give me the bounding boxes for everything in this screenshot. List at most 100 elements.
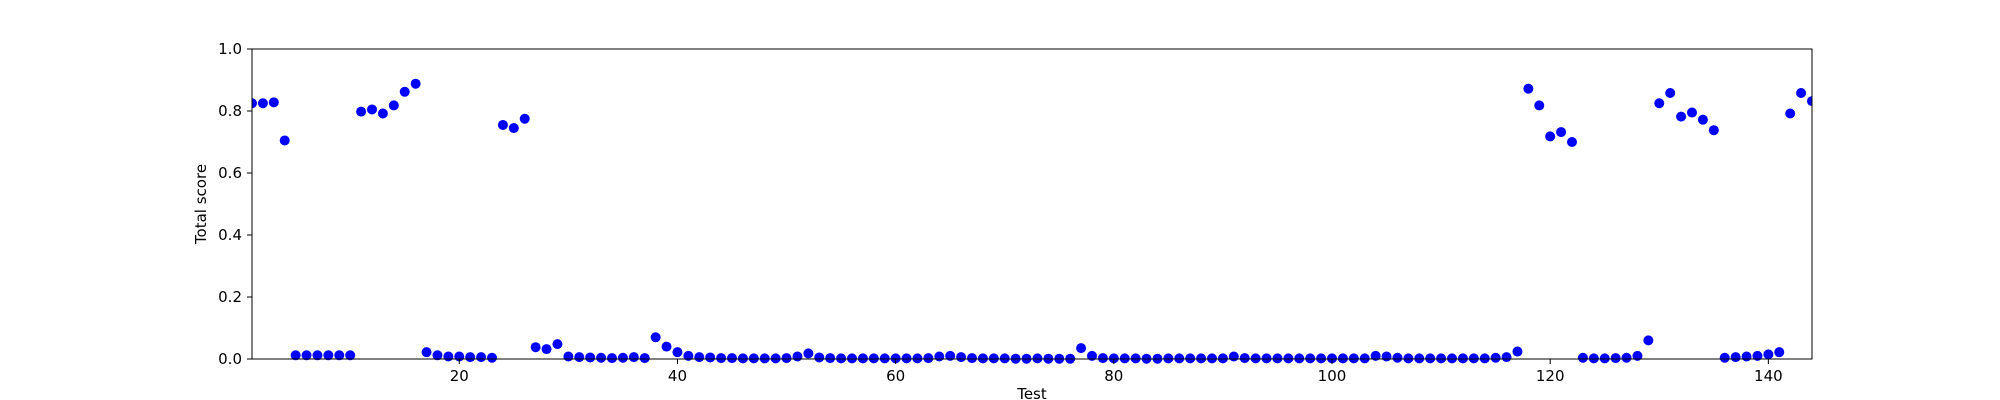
y-tick-label: 0.6 [218,164,242,182]
data-point [1447,353,1457,364]
data-point [934,351,945,362]
y-tick-label: 0.4 [218,226,242,244]
x-tick-label: 100 [1318,367,1347,385]
data-point [1588,353,1599,364]
data-point [1228,351,1239,362]
data-point [1130,353,1141,364]
y-tick-label: 0.8 [218,102,242,120]
data-point [312,350,323,361]
data-point [1370,350,1381,361]
data-point [290,350,301,361]
data-point [356,106,367,117]
data-point [1643,335,1654,346]
data-point [497,119,508,130]
data-point [1708,125,1719,136]
data-point [1185,353,1196,364]
data-point [803,348,814,359]
data-point [901,353,912,364]
data-point [1392,352,1403,363]
data-point [443,351,454,362]
data-point [1610,353,1621,364]
x-tick-label: 40 [668,367,687,385]
data-point [541,344,552,355]
data-point [988,353,999,364]
data-point [1567,137,1577,147]
data-point [1763,349,1774,360]
data-point [1348,353,1359,364]
x-tick-label: 120 [1536,367,1565,385]
data-point [770,353,781,364]
data-point [1239,353,1250,364]
data-point [1796,88,1807,99]
data-point [1785,108,1796,119]
data-point [1283,353,1294,364]
data-point [879,353,890,364]
data-point [421,347,432,358]
data-point [890,353,901,364]
data-point [519,113,530,124]
data-point [857,353,868,364]
y-tick-label: 0.2 [218,288,242,306]
data-point [508,123,519,134]
data-point [825,353,836,364]
data-point [628,352,639,363]
data-point [1512,346,1523,357]
x-tick-label: 20 [450,367,469,385]
x-tick-label: 140 [1754,367,1783,385]
data-point [683,350,694,361]
data-point [1414,353,1425,364]
y-axis-label: Total score [192,164,210,245]
data-point [1479,353,1490,364]
data-point [1730,352,1741,363]
data-point [814,352,825,363]
data-point [323,350,334,361]
data-point [563,351,574,362]
data-point [367,104,377,115]
data-point [476,352,487,363]
x-axis-ticks: 20 40 60 80 100 120 140 [450,359,1783,385]
data-point [1076,343,1087,354]
data-point [1697,114,1708,125]
data-point [912,353,923,364]
plot-area-frame [251,48,1813,360]
data-point [1632,350,1643,361]
data-point [639,353,650,364]
data-point [1359,353,1370,364]
data-point [1774,347,1785,358]
data-point [967,353,977,364]
data-point [1196,353,1207,364]
data-point [847,353,857,364]
data-point [1087,350,1097,361]
data-point [1163,353,1174,364]
data-point [279,135,290,146]
data-point [617,352,628,363]
data-point [252,98,257,109]
data-point [1523,83,1534,94]
data-point [1490,352,1501,363]
data-point [1250,353,1261,364]
data-point [1294,353,1305,364]
data-point [1337,353,1348,364]
data-point [1752,350,1763,361]
data-point [1272,353,1283,364]
data-point [748,353,759,364]
data-point [1032,353,1043,364]
x-axis-label: Test [1016,385,1047,400]
data-point [727,353,737,364]
data-point [388,100,399,111]
data-point [1687,107,1697,118]
data-point [585,352,596,363]
data-point [716,353,727,364]
data-point [977,353,988,364]
data-point [377,108,388,119]
data-point [705,352,716,363]
data-point [432,350,443,361]
data-point [345,350,356,361]
data-point [1676,111,1687,122]
data-point [781,353,792,364]
data-point [868,353,879,364]
data-point [1468,353,1479,364]
data-point [759,353,770,364]
x-tick-label: 80 [1104,367,1123,385]
data-point [465,352,476,363]
